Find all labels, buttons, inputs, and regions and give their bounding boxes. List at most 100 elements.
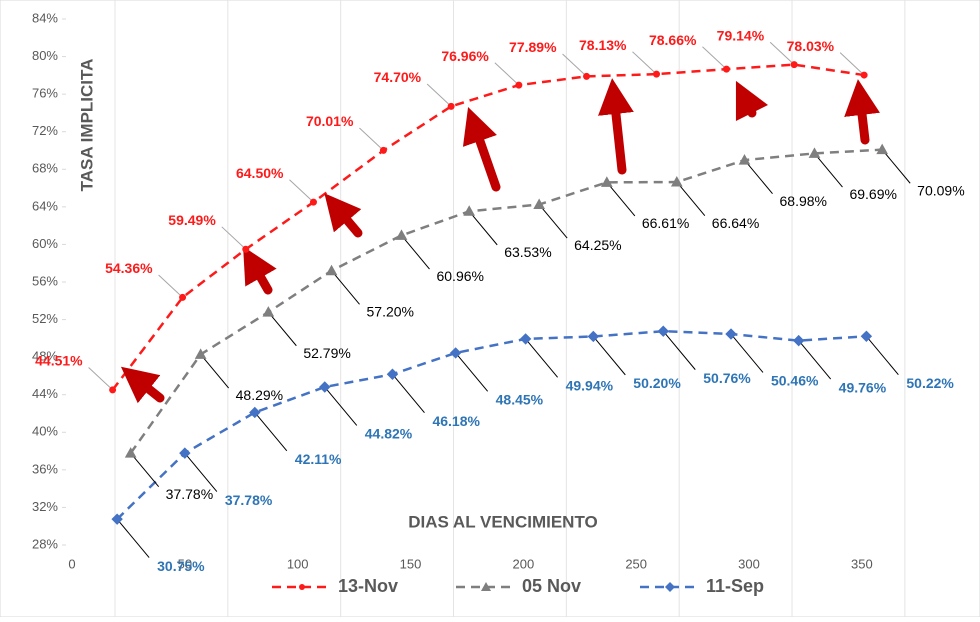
leader-line (468, 210, 498, 246)
marker (179, 293, 187, 301)
annotation-arrows (120, 78, 880, 404)
y-tick-label: 72% (32, 123, 58, 138)
arrow (120, 366, 165, 404)
leader-line (744, 159, 773, 195)
x-tick-label: 0 (68, 556, 75, 571)
data-label: 59.49% (168, 212, 216, 228)
y-tick-label: 76% (32, 86, 58, 101)
leader-line (359, 127, 384, 151)
marker (808, 147, 821, 158)
y-tick-label: 68% (32, 161, 58, 176)
data-label: 49.76% (839, 379, 887, 395)
data-label: 70.09% (917, 182, 964, 198)
leader-line (289, 179, 314, 203)
leader-line (494, 62, 520, 86)
leader-line (455, 352, 489, 392)
leader-line (392, 373, 425, 413)
data-label: 50.22% (906, 375, 954, 391)
y-tick-label: 52% (32, 311, 58, 326)
leader-line (324, 386, 358, 426)
legend-label: 11-Sep (706, 576, 764, 596)
leader-line (606, 182, 636, 217)
marker (519, 333, 532, 345)
legend-marker (665, 582, 675, 592)
data-label: 46.18% (432, 413, 480, 429)
data-label: 50.76% (703, 370, 751, 386)
data-label: 66.61% (642, 215, 689, 231)
data-label: 50.20% (633, 375, 681, 391)
data-label: 78.13% (579, 37, 627, 53)
data-label: 37.78% (225, 492, 273, 508)
marker (124, 447, 137, 458)
x-tick-label: 100 (287, 556, 309, 571)
x-tick-label: 50 (178, 556, 192, 571)
arrow (462, 107, 501, 192)
leader-line (200, 354, 230, 389)
data-label: 66.64% (712, 215, 759, 231)
leader-line (158, 274, 183, 298)
marker (319, 381, 331, 393)
leader-line (839, 52, 865, 76)
data-label: 30.75% (157, 558, 205, 574)
marker (725, 328, 737, 340)
data-label: 69.69% (849, 186, 896, 202)
data-label: 37.78% (166, 486, 213, 502)
marker (653, 70, 660, 78)
leader-line (814, 153, 843, 188)
data-label: 77.89% (509, 39, 557, 55)
data-label: 60.96% (436, 268, 483, 284)
marker (395, 229, 408, 240)
series-line (116, 329, 867, 521)
arrow (844, 79, 880, 145)
data-label: 78.03% (787, 38, 835, 54)
leader-line (401, 235, 430, 270)
legend-marker (481, 582, 491, 591)
leader-line (184, 452, 218, 492)
leader-line (130, 452, 160, 488)
leader-line (116, 518, 150, 558)
data-label: 57.20% (367, 303, 414, 319)
marker (515, 81, 523, 89)
marker (876, 143, 889, 155)
data-label: 48.29% (236, 387, 283, 403)
data-label: 48.45% (496, 392, 544, 408)
marker (860, 71, 868, 79)
x-tick-label: 150 (400, 556, 422, 571)
series-line (129, 148, 883, 454)
x-tick-label: 250 (625, 556, 647, 571)
x-axis-title: DIAS AL VENCIMIENTO (408, 512, 598, 531)
data-label: 78.66% (649, 32, 697, 48)
marker (738, 154, 751, 165)
marker (325, 264, 338, 276)
leader-line (426, 83, 452, 107)
data-label: 68.98% (780, 193, 827, 209)
x-tick-label: 200 (512, 556, 534, 571)
leader-line (267, 311, 297, 347)
data-label: 54.36% (105, 260, 153, 276)
legend-label: 05 Nov (522, 576, 581, 596)
marker (790, 61, 798, 69)
y-tick-label: 60% (32, 236, 58, 251)
y-tick-label: 56% (32, 273, 58, 288)
y-tick-label: 28% (32, 536, 58, 551)
data-label: 79.14% (717, 27, 765, 43)
marker (309, 198, 317, 206)
legend-marker (299, 584, 305, 590)
marker (583, 72, 591, 80)
data-label: 50.46% (771, 373, 819, 389)
leader-line (562, 53, 587, 77)
marker (379, 146, 387, 154)
marker (722, 65, 730, 73)
arrow (598, 78, 634, 175)
marker (657, 325, 669, 337)
marker (792, 334, 805, 347)
leader-line (88, 367, 113, 391)
data-label: 44.51% (35, 353, 83, 369)
y-axis-title: TASA IMPLICITA (77, 59, 96, 192)
leader-line (632, 51, 657, 75)
leader-line (769, 41, 795, 66)
data-label: 64.25% (574, 237, 621, 253)
leader-line (538, 204, 568, 239)
arrow (735, 80, 769, 122)
